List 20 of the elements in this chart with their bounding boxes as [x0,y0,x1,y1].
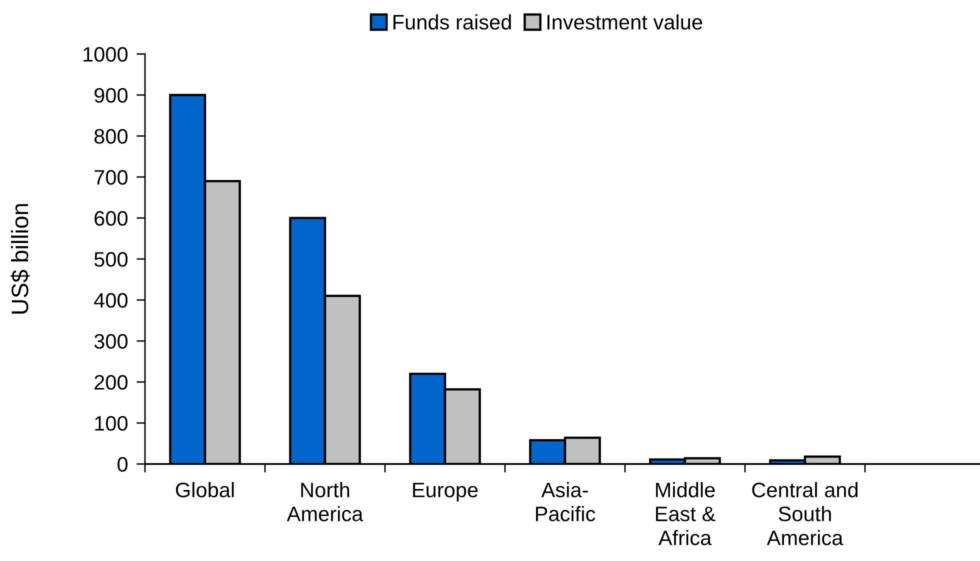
y-tick-label: 100 [95,416,128,431]
y-tick-label: 400 [94,293,128,308]
x-tick-label: Asia- Pacific [536,482,596,522]
y-tick-label: 900 [94,88,128,103]
y-tick-label: 300 [94,334,128,349]
y-tick-label: 700 [94,170,128,185]
x-tick-label: Middle East & Africa [656,482,716,546]
x-tick-label: North America [286,482,364,522]
x-tick-label: Global [176,482,234,498]
x-tick-label: Central and South America [752,482,858,546]
x-tick-label: Europe [413,482,478,502]
y-tick-label: 600 [94,211,128,226]
y-tick-label: 500 [94,252,128,267]
y-axis-title: US$ billion [10,204,30,314]
y-tick-label: 1000 [84,47,128,62]
y-tick-label: 0 [118,457,128,472]
y-tick-label: 800 [94,129,128,144]
legend-label: Funds raised [394,14,511,30]
y-tick-label: 200 [94,375,128,390]
legend-label: Investment value [547,14,702,30]
